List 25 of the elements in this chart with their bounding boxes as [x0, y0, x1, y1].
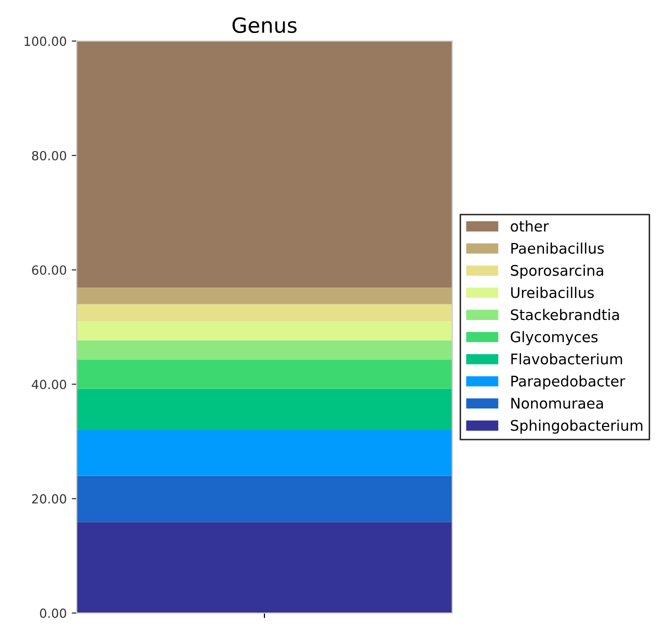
legend-label: Sporosarcina: [510, 264, 604, 279]
y-tick-label: 80.00: [32, 150, 66, 160]
bar: [76, 388, 452, 430]
bar: [76, 304, 452, 322]
legend-label: Paenibacillus: [511, 242, 604, 254]
legend-label: Parapedobacter: [511, 375, 626, 390]
chart-title: Genus: [232, 17, 297, 34]
legend-label: Stackebrandtia: [510, 308, 619, 320]
legend-label: Glycomyces: [510, 331, 598, 346]
y-tick-label: 0.00: [40, 608, 66, 618]
bar: [76, 476, 452, 522]
y-tick-label: 60.00: [32, 265, 66, 275]
y-tick-label: 40.00: [32, 380, 66, 390]
legend-label: Sphingobacterium: [510, 420, 642, 434]
bar: [76, 360, 452, 389]
y-tick-label: 20.00: [32, 494, 66, 504]
y-tick-label: 100.00: [24, 36, 66, 46]
legend-label: Flavobacterium: [511, 353, 622, 364]
legend-label: other: [510, 220, 549, 232]
bar: [76, 288, 452, 304]
bar: [76, 321, 452, 340]
legend-label: Nonomuraea: [511, 398, 603, 409]
legend-label: Ureibacillus: [511, 286, 594, 298]
bar: [76, 430, 452, 476]
bar: [76, 340, 452, 360]
